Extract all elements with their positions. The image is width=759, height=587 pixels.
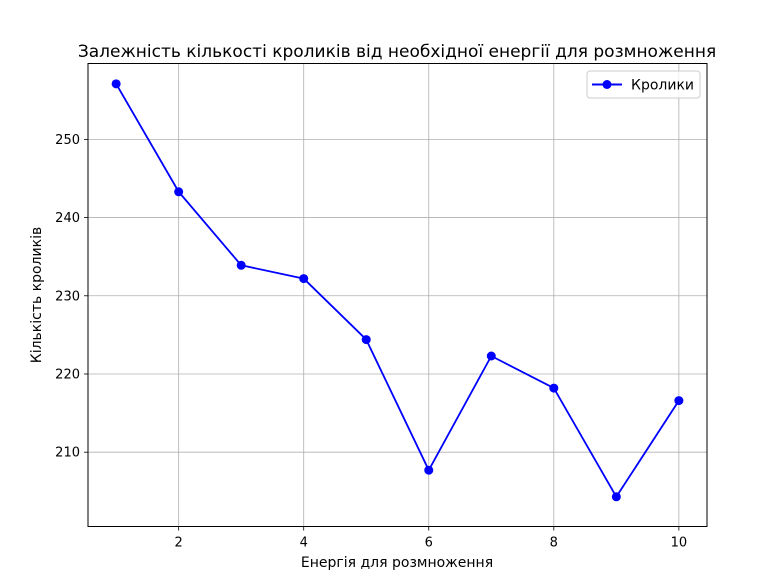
x-axis-label: Енергія для розмноження [301, 555, 493, 571]
data-point [424, 465, 434, 475]
x-tick-label: 10 [671, 536, 688, 551]
x-axis-ticks: 2 4 6 8 10 [175, 526, 688, 551]
y-tick-label: 240 [55, 211, 80, 226]
legend: Кролики [586, 70, 701, 99]
data-point [174, 187, 184, 197]
data-point [674, 396, 684, 406]
y-tick-label: 220 [55, 367, 80, 382]
data-point [361, 335, 371, 345]
x-tick-label: 6 [425, 536, 433, 551]
legend-box [586, 70, 701, 99]
data-point [236, 260, 246, 270]
y-axis-ticks: 210 220 230 240 250 [55, 133, 88, 461]
y-tick-label: 230 [55, 289, 80, 304]
chart-title: Залежність кількості кроликів від необхі… [78, 42, 716, 62]
series-line [115, 83, 680, 498]
x-tick-label: 8 [550, 536, 558, 551]
legend-marker [602, 80, 612, 89]
grid [88, 63, 707, 527]
data-point [299, 274, 309, 284]
series-group [111, 79, 684, 502]
y-tick-label: 250 [55, 133, 80, 148]
y-tick-label: 210 [55, 446, 80, 461]
axes-frame [87, 63, 708, 527]
data-point [111, 79, 121, 89]
data-point [486, 351, 496, 361]
data-point [611, 492, 621, 502]
x-tick-label: 4 [300, 536, 308, 551]
data-point [549, 383, 559, 393]
x-tick-label: 2 [175, 536, 183, 551]
y-axis-label: Кількість кроликів [29, 227, 45, 363]
plot-area [88, 63, 707, 527]
legend-label: Кролики [631, 78, 694, 94]
